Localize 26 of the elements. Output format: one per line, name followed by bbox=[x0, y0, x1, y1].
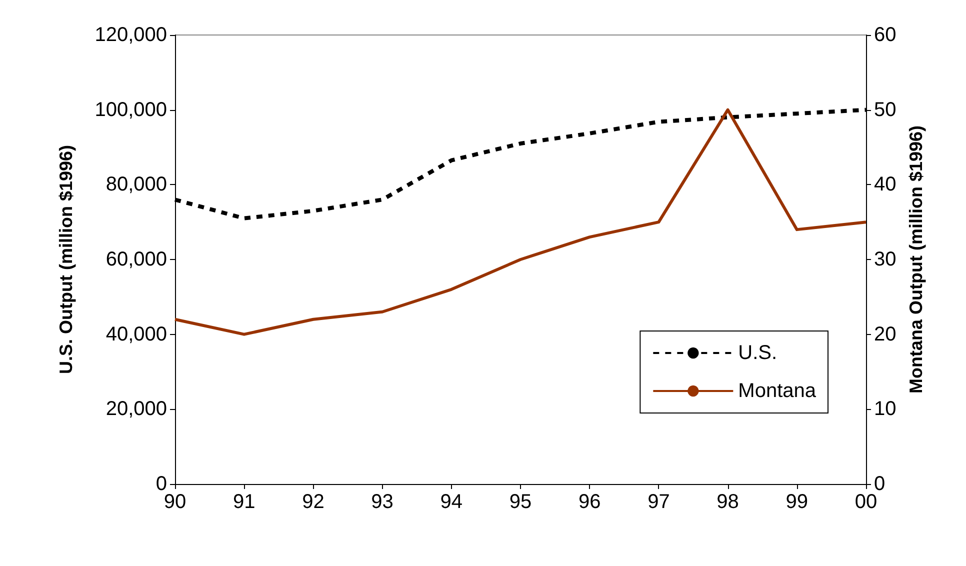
y-tick-label: 60,000 bbox=[106, 248, 167, 270]
x-tick-label: 93 bbox=[371, 491, 394, 513]
y2-tick-label: 60 bbox=[874, 24, 896, 46]
y2-axis-title: Montana Output (million $1996) bbox=[906, 125, 926, 394]
y-tick-label: 80,000 bbox=[106, 174, 167, 196]
x-tick-label: 94 bbox=[440, 491, 463, 513]
y-tick-label: 120,000 bbox=[94, 24, 167, 46]
legend-label: Montana bbox=[738, 380, 817, 402]
x-tick-label: 97 bbox=[648, 491, 670, 513]
y2-tick-label: 50 bbox=[874, 98, 896, 121]
y2-tick-label: 20 bbox=[874, 323, 896, 346]
line-series bbox=[174, 108, 868, 336]
y-axis-title: U.S. Output (million $1996) bbox=[56, 144, 76, 374]
x-tick-label: 96 bbox=[578, 491, 601, 513]
legend-label: U.S. bbox=[738, 342, 778, 364]
y2-tick-label: 10 bbox=[874, 398, 896, 420]
y-tick-label: 40,000 bbox=[106, 323, 167, 346]
x-tick-label: 92 bbox=[302, 491, 324, 513]
y2-tick-label: 30 bbox=[874, 248, 896, 270]
y-tick-label: 20,000 bbox=[106, 398, 167, 420]
y-tick-label: 100,000 bbox=[94, 98, 167, 121]
x-tick-label: 95 bbox=[509, 491, 532, 513]
x-tick-label: 91 bbox=[232, 491, 256, 513]
y2-tick-label: 40 bbox=[874, 174, 896, 196]
x-tick-label: 98 bbox=[716, 491, 739, 513]
x-tick-label: 99 bbox=[786, 491, 808, 513]
